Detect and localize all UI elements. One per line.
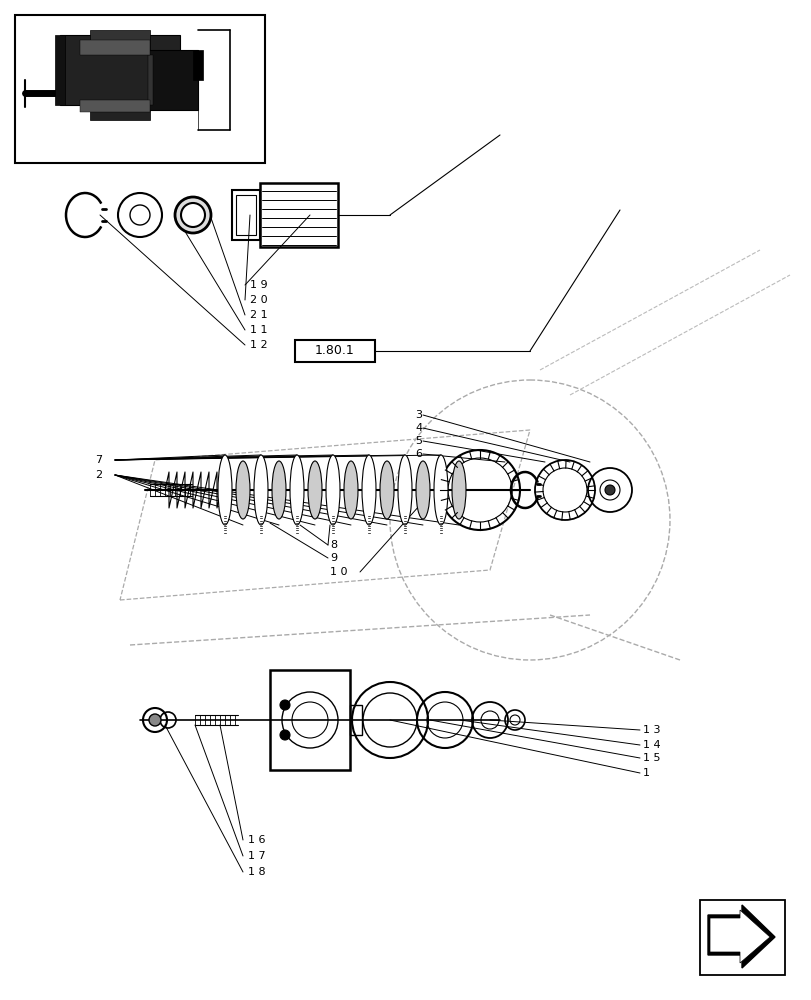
Ellipse shape (254, 455, 268, 525)
Polygon shape (709, 910, 769, 963)
Bar (232, 190, 260, 240)
Ellipse shape (433, 455, 448, 525)
Text: 1 7: 1 7 (247, 851, 265, 861)
Ellipse shape (325, 455, 340, 525)
Bar (80, 40, 150, 55)
Text: 3: 3 (414, 410, 422, 420)
Text: 1 3: 1 3 (642, 725, 659, 735)
Bar (55, 35, 65, 105)
Bar (236, 195, 255, 235)
Bar (350, 705, 362, 735)
Circle shape (280, 730, 290, 740)
Bar (148, 55, 152, 105)
Text: 1 4: 1 4 (642, 740, 660, 750)
Circle shape (148, 714, 161, 726)
Bar (90, 30, 150, 50)
Ellipse shape (362, 455, 375, 525)
Ellipse shape (452, 461, 466, 519)
Bar (699, 900, 784, 975)
Bar (80, 100, 150, 112)
Ellipse shape (290, 455, 303, 525)
Bar (193, 50, 203, 80)
Circle shape (181, 203, 204, 227)
Circle shape (280, 700, 290, 710)
Text: 1 0: 1 0 (329, 567, 347, 577)
Bar (294, 340, 375, 362)
Text: 4: 4 (414, 423, 422, 433)
Ellipse shape (397, 455, 411, 525)
Ellipse shape (236, 461, 250, 519)
Text: 2 0: 2 0 (250, 295, 268, 305)
Bar (260, 183, 337, 247)
Text: 1 1: 1 1 (250, 325, 267, 335)
Text: 7: 7 (95, 455, 102, 465)
Circle shape (604, 485, 614, 495)
Bar (60, 35, 180, 105)
Bar (90, 100, 150, 120)
Text: 1 8: 1 8 (247, 867, 265, 877)
Ellipse shape (415, 461, 430, 519)
Ellipse shape (380, 461, 393, 519)
Ellipse shape (307, 461, 322, 519)
Text: 1 9: 1 9 (250, 280, 268, 290)
Text: 2 1: 2 1 (250, 310, 268, 320)
Ellipse shape (344, 461, 358, 519)
Text: 6: 6 (414, 449, 422, 459)
Text: 1 2: 1 2 (250, 340, 268, 350)
Text: 5: 5 (414, 436, 422, 446)
Text: 9: 9 (329, 553, 337, 563)
Bar (15, 15, 264, 163)
Bar (270, 670, 350, 770)
Text: 1.80.1: 1.80.1 (315, 344, 354, 358)
Text: 1: 1 (642, 768, 649, 778)
Bar (148, 50, 198, 110)
Text: 2: 2 (95, 470, 102, 480)
Text: 1 5: 1 5 (642, 753, 659, 763)
Polygon shape (707, 905, 774, 968)
Ellipse shape (217, 455, 232, 525)
Ellipse shape (272, 461, 285, 519)
Text: 1 6: 1 6 (247, 835, 265, 845)
Text: 8: 8 (329, 540, 337, 550)
Circle shape (175, 197, 211, 233)
